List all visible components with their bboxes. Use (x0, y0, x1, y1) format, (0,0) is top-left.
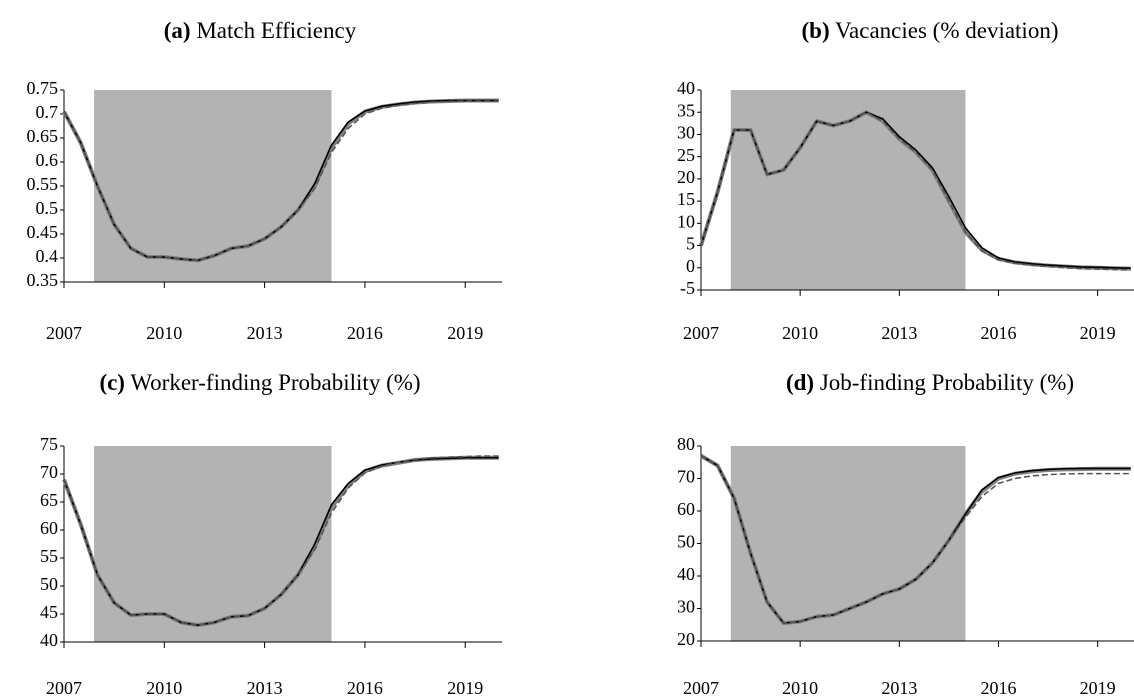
y-tick-label: 0.65 (27, 126, 59, 146)
y-tick-label: 35 (677, 100, 695, 120)
panel: (a) Match Efficiency 0.35 0.4 0.45 0.5 0.55 0.… (27, 18, 502, 343)
x-tick-label: 2016 (347, 678, 383, 698)
y-tick-label: 30 (677, 597, 695, 617)
y-tick-label: 0.45 (27, 222, 59, 242)
y-tick-label: 25 (677, 145, 695, 165)
y-tick-label: 75 (40, 434, 58, 454)
panel-title-text: Vacancies (% deviation) (835, 18, 1059, 43)
y-tick-label: 5 (686, 234, 695, 254)
y-tick-label: 0.6 (36, 150, 59, 170)
y-tick-label: 40 (40, 630, 58, 650)
series-line (63, 455, 499, 626)
shaded-period (730, 446, 966, 641)
x-tick-label: 2019 (447, 323, 483, 343)
panel: (c) Worker-finding Probability (%) 40 45 50… (40, 370, 502, 698)
x-tick-label: 2010 (146, 678, 182, 698)
y-tick-label: 45 (40, 602, 58, 622)
y-tick-label: 55 (40, 546, 58, 566)
panel: (d) Job-finding Probability (%) 20 30 40 50 6… (677, 370, 1134, 698)
y-tick-label: 0.35 (27, 270, 59, 290)
panel-title-text: Match Efficiency (196, 18, 356, 43)
y-tick-label: 70 (40, 462, 58, 482)
x-tick-label: 2016 (980, 323, 1016, 343)
x-tick-label: 2010 (782, 323, 818, 343)
y-tick-label: 20 (677, 629, 695, 649)
panel-label: (a) (164, 18, 191, 43)
x-tick-label: 2013 (881, 678, 917, 698)
shaded-period (94, 446, 332, 642)
y-tick-label: 10 (677, 211, 695, 231)
panel-title: (a) Match Efficiency (164, 18, 357, 43)
panel-title-text: Worker-finding Probability (%) (130, 370, 420, 395)
y-tick-label: 40 (677, 564, 695, 584)
panel-label: (d) (786, 370, 814, 395)
y-tick-label: 20 (677, 167, 695, 187)
series-line (63, 100, 499, 262)
y-tick-label: 0.75 (27, 78, 59, 98)
y-tick-label: 70 (677, 467, 695, 487)
panel-title: (c) Worker-finding Probability (%) (99, 370, 420, 395)
y-tick-label: -5 (680, 278, 695, 298)
x-tick-label: 2019 (1080, 323, 1116, 343)
series-line (700, 111, 1131, 271)
x-tick-label: 2019 (1080, 678, 1116, 698)
y-tick-label: 0.7 (36, 102, 59, 122)
y-tick-label: 50 (40, 574, 58, 594)
panel-title: (b) Vacancies (% deviation) (802, 18, 1059, 43)
y-tick-label: 65 (40, 490, 58, 510)
panel-title-text: Job-finding Probability (%) (820, 370, 1074, 395)
panel: (b) Vacancies (% deviation)-505101520253… (677, 18, 1134, 343)
x-tick-label: 2013 (247, 678, 283, 698)
y-tick-label: 0.4 (36, 246, 59, 266)
x-tick-label: 2007 (683, 678, 719, 698)
y-tick-label: 80 (677, 434, 695, 454)
x-tick-label: 2010 (146, 323, 182, 343)
shaded-period (94, 90, 332, 282)
x-tick-label: 2007 (46, 323, 82, 343)
x-tick-label: 2010 (782, 678, 818, 698)
x-tick-label: 2007 (46, 678, 82, 698)
y-tick-label: 60 (677, 499, 695, 519)
y-tick-label: 40 (677, 78, 695, 98)
series-line (63, 99, 499, 262)
panel-label: (b) (802, 18, 830, 43)
x-tick-label: 2016 (347, 323, 383, 343)
y-tick-label: 30 (677, 123, 695, 143)
y-tick-label: 60 (40, 518, 58, 538)
y-tick-label: 0 (686, 256, 695, 276)
x-tick-label: 2013 (247, 323, 283, 343)
y-tick-label: 0.5 (36, 198, 59, 218)
x-tick-label: 2013 (881, 323, 917, 343)
series-line (700, 455, 1131, 624)
y-tick-label: 0.55 (27, 174, 59, 194)
series-line (63, 456, 499, 626)
panel-label: (c) (99, 370, 125, 395)
x-tick-label: 2019 (447, 678, 483, 698)
y-tick-label: 50 (677, 532, 695, 552)
y-tick-label: 15 (677, 189, 695, 209)
panel-title: (d) Job-finding Probability (%) (786, 370, 1074, 395)
x-tick-label: 2007 (683, 323, 719, 343)
x-tick-label: 2016 (980, 678, 1016, 698)
